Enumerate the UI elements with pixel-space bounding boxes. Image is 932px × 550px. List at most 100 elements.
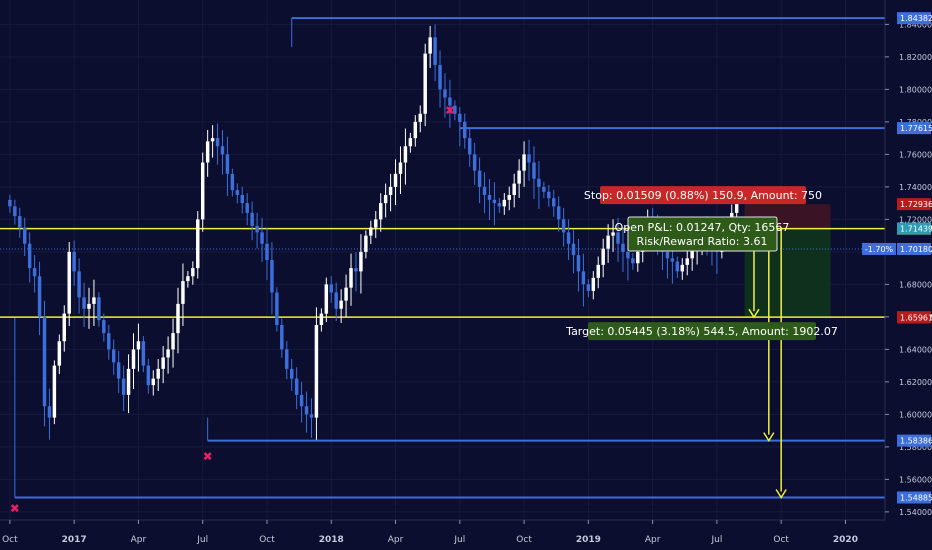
- candle-body: [42, 316, 47, 407]
- pivot-marker: ✖: [203, 450, 213, 464]
- x-tick-label: Oct: [773, 535, 789, 545]
- candle-body: [690, 250, 694, 259]
- candle-body: [443, 89, 447, 98]
- candle-body: [571, 243, 576, 256]
- candle-body: [294, 378, 299, 395]
- candle-body: [191, 268, 195, 277]
- candle-body: [126, 368, 131, 395]
- x-tick-label: Apr: [388, 535, 404, 545]
- candle-body: [413, 121, 418, 139]
- candle-body: [136, 341, 141, 350]
- candle-body: [507, 195, 511, 200]
- candle-body: [453, 105, 457, 114]
- candle-body: [329, 284, 333, 293]
- candle-body: [547, 191, 551, 199]
- candle-body: [146, 365, 151, 386]
- arrow-medium-head: [763, 432, 775, 443]
- candle-body: [463, 121, 467, 139]
- candle-body: [107, 333, 111, 350]
- price-label-bg: [897, 198, 931, 211]
- price-label-bg: [897, 12, 931, 25]
- candle-body: [522, 154, 526, 171]
- stop-annotation: Stop: 0.01509 (0.88%) 150.9, Amount: 750: [584, 189, 822, 202]
- candle-body: [517, 170, 521, 184]
- y-tick-label: 1.80000: [899, 85, 932, 94]
- candle-body: [537, 178, 541, 187]
- y-tick-label: 1.64000: [899, 345, 932, 354]
- x-tick-label: Jul: [196, 535, 208, 545]
- candle-body: [631, 258, 635, 264]
- candle-body: [369, 227, 373, 236]
- price-label-bg: [897, 311, 931, 324]
- candle-body: [601, 248, 605, 265]
- candle-body: [428, 37, 432, 54]
- candle-body: [285, 349, 289, 369]
- candle-body: [47, 406, 52, 418]
- candle-body: [166, 349, 170, 358]
- candle-body: [250, 212, 254, 226]
- candle-body: [403, 146, 408, 163]
- candle-body: [364, 235, 368, 252]
- y-tick-label: 1.72000: [899, 215, 932, 224]
- candle-body: [255, 225, 259, 233]
- x-axis: Oct 2017 Apr Jul Oct 2018 Apr Jul Oct 2019 Apr Jul O…: [0, 519, 885, 545]
- x-tick-label: 2020: [833, 535, 858, 545]
- candle-body: [670, 258, 675, 262]
- x-tick-label: 2018: [319, 535, 344, 545]
- candle-body: [433, 37, 437, 65]
- candle-body: [270, 260, 274, 293]
- candle-body: [215, 138, 220, 147]
- candle-body: [334, 292, 338, 309]
- price-label: 1.77615: [900, 124, 932, 133]
- annotations: Stop: 0.01509 (0.88%) 150.9, Amount: 750…: [565, 186, 838, 341]
- open-pnl-label: Open P&L: 0.01247, Qty: 16567: [615, 221, 790, 234]
- candle-body: [22, 227, 27, 244]
- candle-body: [77, 271, 81, 298]
- candle-body: [121, 378, 126, 395]
- price-label: 1.58386: [900, 437, 932, 446]
- candle-body: [205, 141, 210, 163]
- arrow-long-head: [775, 489, 787, 499]
- y-tick-label: 1.74000: [899, 183, 932, 192]
- candle-body: [72, 251, 76, 272]
- candle-body: [319, 313, 324, 325]
- candle-body: [82, 297, 86, 309]
- candle-body: [566, 232, 571, 244]
- candle-body: [680, 264, 685, 272]
- candle-body: [561, 219, 566, 233]
- y-tick-label: 1.54000: [899, 508, 932, 517]
- candle-body: [512, 183, 516, 195]
- price-label: 1.70180: [900, 245, 932, 254]
- price-label: 1.84382: [900, 14, 932, 23]
- candle-body: [359, 251, 363, 272]
- candle-body: [636, 251, 640, 264]
- candle-body: [210, 138, 215, 142]
- candle-body: [383, 195, 388, 204]
- pivot-markers: ✖ ✖ ✖: [10, 104, 455, 516]
- candle-body: [230, 173, 235, 191]
- candle-body: [240, 195, 244, 204]
- candle-body: [472, 154, 477, 171]
- y-axis-bg: [885, 0, 932, 550]
- candle-body: [349, 268, 353, 288]
- candle-body: [97, 297, 101, 321]
- arrow-short-head: [748, 308, 760, 319]
- price-label: 1.72936: [900, 200, 932, 209]
- candle-body: [418, 113, 422, 122]
- candle-body: [621, 243, 625, 252]
- candle-body: [32, 268, 37, 277]
- x-tick-label: 2017: [62, 535, 87, 545]
- candle-body: [280, 325, 284, 350]
- candle-body: [527, 154, 531, 163]
- price-label: 1.54885: [900, 493, 932, 502]
- candle-body: [141, 341, 146, 366]
- pnl-box: [627, 216, 778, 252]
- candle-body: [354, 268, 358, 272]
- candle-body: [176, 303, 180, 334]
- candle-body: [542, 186, 546, 192]
- candle-body: [181, 281, 185, 304]
- x-tick-label: Apr: [645, 535, 661, 545]
- candle-body: [393, 173, 398, 187]
